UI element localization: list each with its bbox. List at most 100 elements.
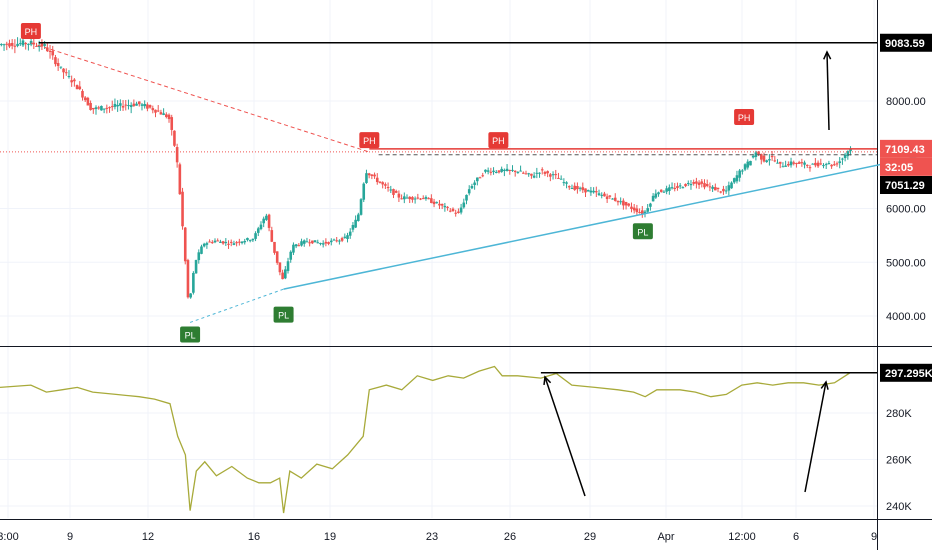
- candle-body: [365, 173, 368, 183]
- candle: [781, 162, 785, 168]
- candle-body: [549, 174, 552, 177]
- candle: [665, 185, 668, 195]
- candle: [603, 191, 606, 197]
- candle-body: [397, 193, 401, 198]
- candle-body: [732, 178, 736, 183]
- candle-body: [235, 242, 238, 244]
- candle-body: [316, 242, 320, 244]
- candle: [148, 104, 152, 109]
- candle: [335, 236, 338, 243]
- candle-body: [613, 197, 617, 201]
- candle-body: [830, 164, 833, 167]
- candle: [505, 164, 509, 172]
- candle: [2, 43, 6, 51]
- candle-body: [814, 162, 817, 166]
- candle-body: [421, 198, 425, 200]
- candle: [240, 241, 244, 245]
- candle: [135, 101, 138, 106]
- candle-body: [238, 241, 241, 243]
- candle-body: [741, 170, 744, 172]
- candle: [811, 163, 814, 165]
- candle-body: [581, 187, 585, 191]
- candle: [581, 182, 585, 194]
- candle: [110, 100, 114, 111]
- candle: [305, 237, 309, 243]
- candle: [759, 153, 763, 165]
- candle: [735, 170, 739, 184]
- candle-body: [127, 105, 130, 107]
- price-label-text: 7051.29: [885, 180, 925, 192]
- candle: [205, 241, 209, 249]
- candle-body: [795, 162, 798, 165]
- candle: [281, 269, 284, 280]
- candle: [8, 39, 11, 49]
- candle: [668, 184, 671, 195]
- candle: [243, 238, 247, 245]
- candle-body: [56, 63, 60, 66]
- candle: [662, 190, 666, 193]
- candle-body: [346, 235, 349, 239]
- pivot-text: PL: [278, 311, 289, 321]
- candle-body: [392, 189, 395, 195]
- candle-body: [229, 241, 233, 243]
- candle-body: [227, 243, 230, 245]
- candle: [659, 189, 663, 193]
- candle-body: [776, 162, 779, 164]
- price-label-box: [880, 176, 932, 194]
- candle-body: [386, 186, 390, 189]
- candle-body: [773, 160, 777, 162]
- pivot-high-label: PH: [359, 132, 380, 149]
- candle: [714, 183, 717, 191]
- candle: [216, 238, 220, 242]
- candle: [92, 107, 95, 114]
- candle-body: [454, 212, 457, 214]
- candle: [692, 179, 695, 186]
- candle: [727, 181, 731, 196]
- candle: [624, 201, 628, 210]
- candle-body: [443, 205, 447, 208]
- candle-body: [357, 214, 360, 221]
- candle: [611, 198, 614, 200]
- candle: [73, 78, 76, 87]
- candle-body: [584, 188, 587, 193]
- candle: [833, 160, 836, 166]
- candle: [251, 238, 255, 242]
- candle: [535, 167, 539, 179]
- candle-body: [43, 44, 46, 46]
- candle-body: [576, 186, 579, 190]
- candle: [600, 192, 604, 199]
- candle: [289, 250, 293, 263]
- candle-body: [367, 173, 371, 176]
- candle-body: [137, 101, 141, 105]
- candle-body: [686, 182, 690, 184]
- candle: [210, 240, 214, 244]
- candle: [627, 203, 631, 207]
- candle-body: [662, 191, 666, 193]
- pivot-box: [488, 132, 509, 149]
- candle-body: [811, 163, 814, 165]
- candle: [229, 239, 233, 247]
- candle: [327, 241, 330, 246]
- candle: [178, 162, 182, 195]
- arrow-shaft: [826, 51, 830, 131]
- candle: [438, 200, 441, 210]
- candle: [359, 198, 363, 216]
- candle: [208, 239, 211, 243]
- candle-body: [486, 170, 490, 172]
- candle-body: [567, 186, 571, 188]
- candle: [375, 173, 379, 185]
- candle: [546, 170, 549, 178]
- candle-body: [711, 186, 714, 189]
- candle-body: [378, 181, 382, 183]
- candle: [451, 207, 455, 212]
- candle-body: [308, 242, 311, 244]
- candle: [389, 185, 393, 194]
- candle-body: [638, 212, 641, 214]
- candle: [348, 228, 352, 239]
- candle: [841, 157, 844, 165]
- candle-body: [846, 151, 850, 157]
- candle: [619, 197, 622, 205]
- candle-body: [18, 43, 22, 45]
- candle: [765, 159, 768, 163]
- candle: [181, 187, 184, 230]
